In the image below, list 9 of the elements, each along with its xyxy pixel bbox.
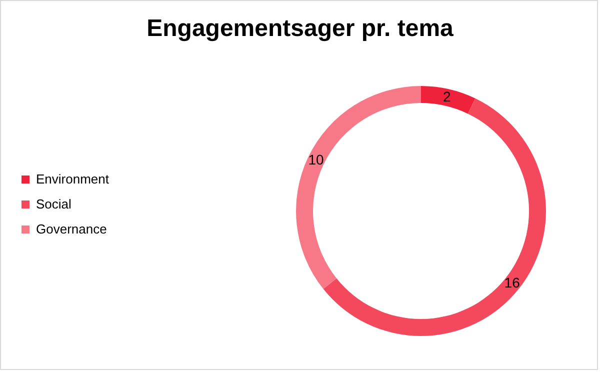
legend-label: Governance	[36, 222, 107, 236]
data-label: 16	[504, 274, 520, 291]
donut-slice	[296, 86, 421, 289]
chart-title: Engagementsager pr. tema	[146, 15, 454, 42]
legend-label: Social	[36, 196, 72, 212]
data-label: 2	[443, 88, 452, 104]
donut-slice	[421, 86, 476, 114]
legend-label: Environment	[36, 172, 110, 186]
data-label: 10	[308, 151, 324, 168]
